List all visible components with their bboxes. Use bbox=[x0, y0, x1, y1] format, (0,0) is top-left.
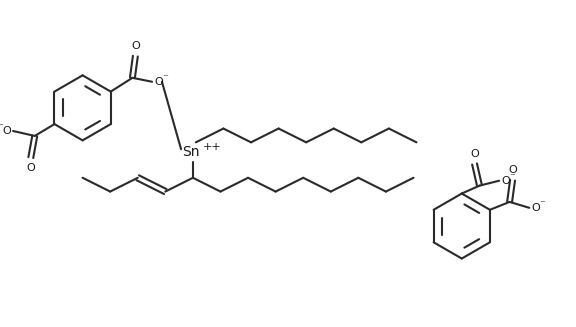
Text: O: O bbox=[154, 77, 163, 87]
Text: Sn: Sn bbox=[182, 145, 200, 159]
Text: O: O bbox=[470, 149, 479, 159]
Text: O: O bbox=[26, 163, 35, 173]
Text: ⁻: ⁻ bbox=[509, 172, 515, 182]
Text: ⁻: ⁻ bbox=[162, 73, 168, 83]
Text: O: O bbox=[2, 126, 11, 136]
Text: O: O bbox=[131, 41, 140, 51]
Text: O: O bbox=[508, 165, 517, 175]
Text: ++: ++ bbox=[203, 142, 222, 152]
Text: O: O bbox=[531, 203, 540, 213]
Text: ⁻: ⁻ bbox=[539, 199, 545, 209]
Text: O: O bbox=[501, 176, 510, 186]
Text: ⁻: ⁻ bbox=[0, 122, 3, 132]
